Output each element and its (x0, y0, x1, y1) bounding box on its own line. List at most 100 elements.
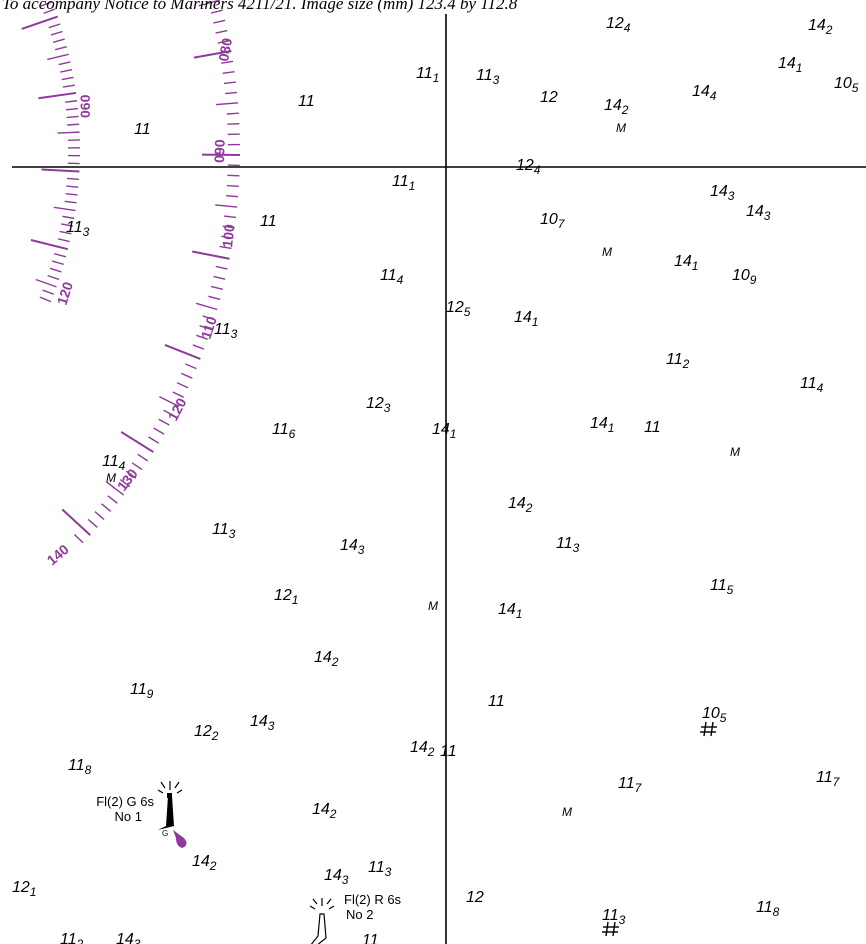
sounding-decimetres: 2 (329, 807, 337, 821)
sounding-decimetres: 2 (331, 655, 339, 669)
sounding: 12 (466, 889, 484, 906)
sounding: 125 (446, 299, 471, 319)
sounding-metres: 14 (116, 931, 134, 944)
rose-tick (137, 453, 149, 462)
rose-tick (125, 470, 137, 479)
rose-tick (30, 239, 69, 251)
sounding-decimetres: 1 (450, 427, 457, 441)
sounding-metres: 14 (432, 421, 450, 438)
sounding-metres: 12 (466, 889, 484, 906)
rose-tick (66, 115, 79, 119)
sounding-metres: 14 (746, 203, 764, 220)
rose-tick (221, 235, 234, 239)
sounding-metres: 11 (816, 769, 833, 786)
rose-tick (119, 478, 131, 488)
rose-tick (210, 285, 223, 291)
seabed-mud-mark: M (602, 245, 612, 259)
rose-tick (50, 30, 63, 36)
sounding-metres: 11 (214, 321, 231, 338)
sounding: 112 (666, 351, 690, 371)
sounding-decimetres: 4 (119, 459, 126, 473)
sounding-decimetres: 2 (76, 937, 84, 944)
light-label-no1[interactable]: Fl(2) G 6s No 1 (78, 794, 154, 824)
rose-tick (181, 372, 193, 379)
sounding: 11 (260, 213, 277, 230)
light-label-no2[interactable]: Fl(2) R 6s No 2 (344, 892, 401, 922)
sounding-decimetres: 3 (268, 719, 275, 733)
sounding-metres: 14 (192, 853, 210, 870)
sounding: 11 (644, 419, 661, 436)
sounding-metres: 14 (590, 415, 608, 432)
rose-tick (62, 84, 75, 88)
sounding-metres: 14 (410, 739, 428, 756)
rose-tick (39, 296, 52, 303)
sounding-decimetres: 4 (624, 21, 631, 35)
rose-tick (216, 102, 239, 106)
sounding-decimetres: 1 (30, 885, 37, 899)
rose-tick (47, 274, 60, 281)
rose-tick (163, 409, 175, 417)
sounding: 118 (756, 899, 780, 919)
sounding-metres: 12 (540, 89, 558, 106)
sounding-metres: 14 (508, 495, 526, 512)
sounding: 141 (514, 309, 538, 329)
sounding-metres: 11 (380, 267, 397, 284)
rose-tick (66, 177, 80, 181)
rose-tick (226, 195, 239, 198)
sounding-decimetres: 6 (289, 427, 296, 441)
sounding-decimetres: 3 (493, 73, 500, 87)
rose-tick (67, 123, 80, 126)
rose-bearing-label: 060 (77, 94, 93, 118)
rose-tick (226, 184, 239, 187)
sounding-decimetres: 2 (825, 23, 833, 37)
light-character: Fl(2) G 6s (96, 794, 154, 809)
rose-tick (60, 223, 74, 227)
sounding-metres: 11 (212, 521, 229, 538)
sounding-metres: 12 (366, 395, 384, 412)
sounding-metres: 11 (392, 173, 409, 190)
rose-tick (215, 265, 228, 270)
rose-tick (101, 503, 112, 512)
rose-tick (198, 0, 221, 7)
lighthouse-icon[interactable] (309, 898, 335, 944)
sounding-metres: 10 (540, 211, 558, 228)
sounding-decimetres: 2 (682, 357, 690, 371)
sounding: 141 (674, 253, 698, 273)
sounding-metres: 14 (514, 309, 532, 326)
sounding-decimetres: 8 (85, 763, 92, 777)
sounding-metres: 11 (618, 775, 635, 792)
sounding-metres: 11 (60, 931, 77, 944)
seabed-mud-mark: M (616, 121, 626, 135)
rose-tick (64, 200, 77, 204)
rose-tick (21, 15, 58, 30)
sounding-decimetres: 4 (817, 381, 824, 395)
sounding: 109 (732, 267, 757, 287)
sounding-decimetres: 2 (209, 859, 217, 873)
sounding: 113 (476, 67, 500, 87)
seabed-marks-layer: M M M M M M (106, 121, 740, 819)
rose-tick (73, 533, 84, 544)
sounding: 114 (800, 375, 824, 395)
rose-tick (208, 295, 221, 301)
sounding-decimetres: 3 (728, 189, 735, 203)
rose-tick (42, 289, 55, 295)
sounding: 115 (710, 577, 734, 597)
rose-tick (54, 45, 67, 51)
lighthouse-icon[interactable]: G (157, 781, 187, 848)
rose-tick (215, 29, 228, 34)
rose-tick (53, 206, 76, 212)
sounding-decimetres: 8 (773, 905, 780, 919)
sounding: 124 (516, 157, 541, 177)
rose-tick (217, 40, 230, 44)
sounding: 144 (692, 83, 717, 103)
sounding: 142 (312, 801, 337, 821)
sounding-metres: 10 (834, 75, 852, 92)
sounding-decimetres: 4 (710, 89, 717, 103)
rose-tick (185, 363, 197, 370)
rose-tick (199, 325, 212, 331)
sounding-metres: 14 (324, 867, 342, 884)
sounding: 112 (60, 931, 84, 944)
rose-tick (54, 253, 67, 258)
rose-bearing-label: 080 (215, 37, 235, 63)
sounding-decimetres: 3 (134, 937, 141, 944)
